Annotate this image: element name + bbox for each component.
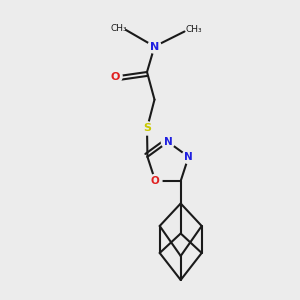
Text: S: S: [143, 123, 151, 134]
Circle shape: [140, 122, 154, 135]
Text: O: O: [111, 71, 120, 82]
Circle shape: [148, 40, 161, 53]
Circle shape: [182, 150, 195, 164]
Circle shape: [161, 135, 175, 148]
Text: O: O: [151, 176, 160, 186]
Text: CH₃: CH₃: [185, 26, 202, 34]
Text: N: N: [164, 137, 172, 147]
Circle shape: [149, 174, 162, 188]
Circle shape: [109, 70, 122, 83]
Text: CH₃: CH₃: [110, 24, 127, 33]
Text: N: N: [184, 152, 193, 162]
Text: N: N: [150, 41, 159, 52]
